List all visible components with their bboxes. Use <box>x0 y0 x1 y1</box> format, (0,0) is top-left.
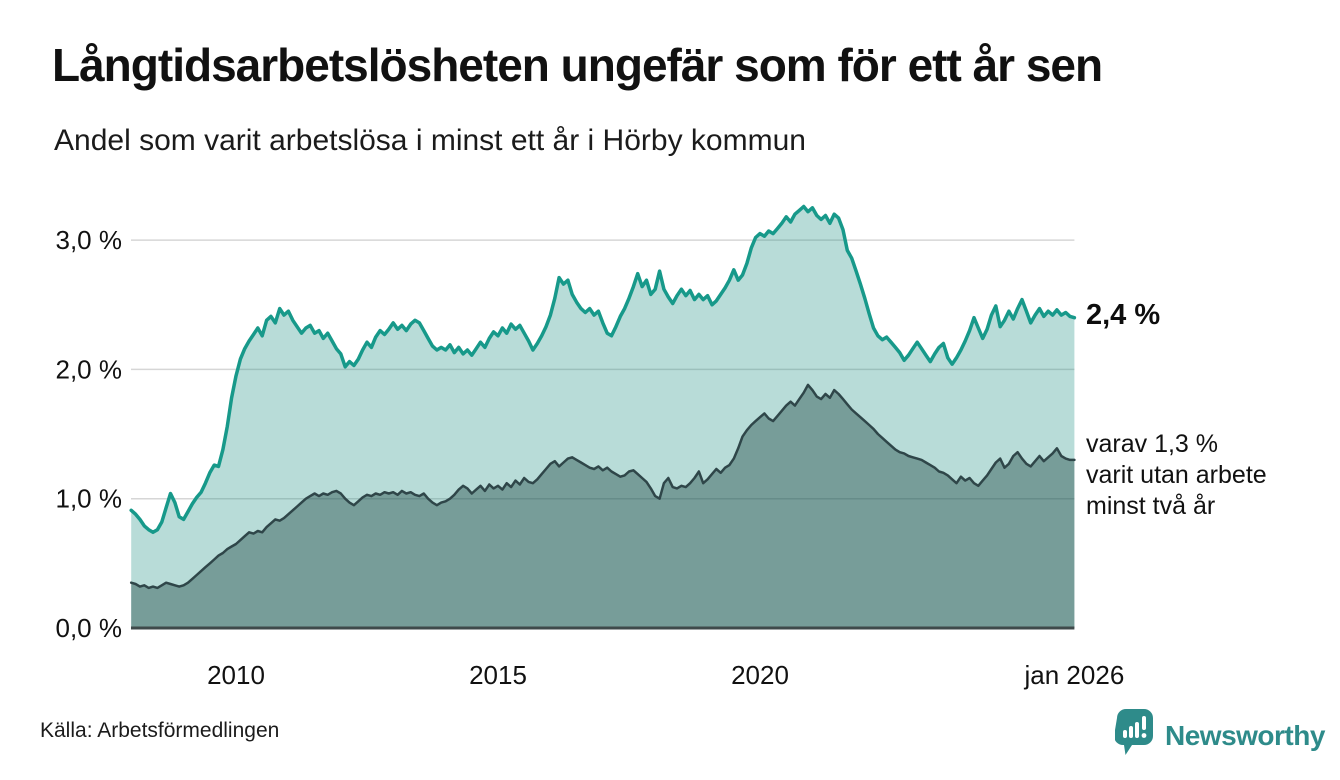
series-line-two-years <box>129 383 1076 590</box>
latest-value-annotation: 2,4 % <box>1086 299 1161 331</box>
chart-subtitle: Andel som varit arbetslösa i minst ett å… <box>54 124 806 157</box>
sub-series-annotation-line3: minst två år <box>1086 492 1216 520</box>
y-axis-tick-label: 1,0 % <box>56 484 123 514</box>
y-axis-tick-label: 0,0 % <box>56 613 123 643</box>
source-attribution: Källa: Arbetsförmedlingen <box>40 719 280 742</box>
sub-series-annotation-line1: varav 1,3 % <box>1086 430 1219 458</box>
series-area-one-year <box>131 206 1075 628</box>
newsworthy-brand: Newsworthy <box>1114 708 1325 763</box>
newsworthy-brand-name: Newsworthy <box>1165 719 1325 751</box>
y-axis-tick-label: 3,0 % <box>56 225 123 255</box>
series-area-two-years <box>131 384 1075 628</box>
newsworthy-logo-icon <box>1114 708 1155 763</box>
sub-series-annotation-line2: varit utan arbete <box>1086 461 1267 489</box>
page-title: Långtidsarbetslösheten ungefär som för e… <box>52 39 1103 91</box>
x-axis-tick-label: 2020 <box>731 660 789 690</box>
x-axis-tick-label: jan 2026 <box>1024 660 1125 690</box>
y-axis-tick-label: 2,0 % <box>56 354 123 384</box>
x-axis-tick-label: 2010 <box>207 660 265 690</box>
x-axis-tick-label: 2015 <box>469 660 527 690</box>
series-line-one-year <box>129 204 1077 535</box>
sub-series-annotation: varav 1,3 % varit utan arbete minst två … <box>1086 429 1267 522</box>
